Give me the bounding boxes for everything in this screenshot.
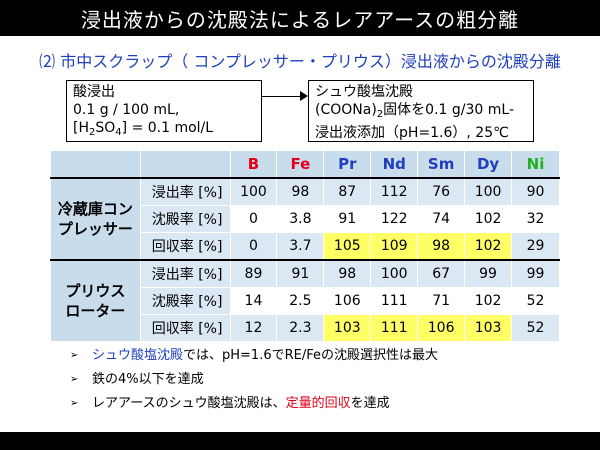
- table-cell: 32: [511, 205, 560, 233]
- table-cell: 103: [323, 314, 372, 342]
- table-corner: [50, 150, 141, 179]
- table-cell: 102: [464, 287, 513, 315]
- bullet1-text: では、pH=1.6でRE/Feの沈殿選択性は最大: [183, 348, 439, 363]
- table-cell: 100: [370, 259, 419, 288]
- table-cell: 98: [417, 232, 466, 261]
- row-label: 回収率 [%]: [139, 314, 231, 342]
- sample-group-label: プリウス ローター: [50, 259, 141, 342]
- row-label: 浸出率 [%]: [139, 259, 231, 288]
- sample-group-label: 冷蔵庫コン プレッサー: [50, 177, 141, 261]
- bullet-item: ➢ シュウ酸塩沈殿 では、pH=1.6でRE/Feの沈殿選択性は最大: [70, 344, 438, 368]
- footer-bar: [0, 432, 600, 450]
- table-cell: 103: [464, 314, 513, 342]
- precip-line1: シュウ酸塩沈殿: [315, 84, 413, 100]
- column-header: Ni: [511, 150, 560, 179]
- leaching-line2: 0.1 g / 100 mL,: [73, 102, 180, 118]
- summary-bullets: ➢ シュウ酸塩沈殿 では、pH=1.6でRE/Feの沈殿選択性は最大 ➢ 鉄の4%…: [70, 344, 438, 416]
- arrow-bullet-icon: ➢: [70, 398, 79, 409]
- table-cell: 112: [370, 177, 419, 206]
- arrow-bullet-icon: ➢: [70, 374, 79, 385]
- table-row: 回収率 [%] 12 2.3 103 111 106 103 52: [51, 314, 560, 342]
- bullet1-highlight: シュウ酸塩沈殿: [92, 348, 184, 363]
- table-cell: 99: [511, 259, 560, 288]
- bullet2-text: 鉄の4%以下を達成: [92, 372, 204, 387]
- bullet3-text-end: を達成: [350, 396, 390, 411]
- results-table: B Fe Pr Nd Sm Dy Ni 冷蔵庫コン プレッサー 浸出率 [%] 100 98 87 11…: [50, 150, 560, 342]
- table-cell: 100: [464, 177, 513, 206]
- process-arrow: [262, 96, 302, 97]
- table-cell: 99: [464, 259, 513, 288]
- table-cell: 29: [511, 232, 560, 261]
- table-cell: 90: [511, 177, 560, 206]
- table-cell: 3.7: [276, 232, 325, 261]
- table-header-row: B Fe Pr Nd Sm Dy Ni: [50, 150, 560, 179]
- table-cell: 52: [511, 314, 560, 342]
- page-title: 浸出液からの沈殿法によるレアアースの粗分離: [80, 7, 520, 32]
- table-cell: 105: [323, 232, 372, 261]
- row-label: 沈殿率 [%]: [139, 205, 231, 233]
- precip-line2: (COONa)2固体を0.1 g/30 mL-: [315, 102, 514, 120]
- title-bar: 浸出液からの沈殿法によるレアアースの粗分離: [0, 0, 600, 36]
- arrow-bullet-icon: ➢: [70, 350, 79, 361]
- process-arrow-head: [300, 91, 308, 101]
- table-cell: 122: [370, 205, 419, 233]
- column-header: Fe: [276, 150, 325, 179]
- table-cell: 111: [370, 314, 419, 342]
- table-cell: 109: [370, 232, 419, 261]
- row-label: 沈殿率 [%]: [139, 287, 231, 315]
- table-cell: 102: [464, 232, 513, 261]
- table-cell: 0: [229, 232, 278, 261]
- table-corner: [139, 150, 231, 179]
- column-header: Sm: [417, 150, 466, 179]
- row-label: 浸出率 [%]: [139, 177, 231, 206]
- table-cell: 12: [229, 314, 278, 342]
- column-header: Nd: [370, 150, 419, 179]
- table-cell: 98: [276, 177, 325, 206]
- leaching-line1: 酸浸出: [73, 84, 115, 100]
- table-row: 冷蔵庫コン プレッサー 浸出率 [%] 100 98 87 112 76 100 90: [50, 177, 560, 261]
- table-row: プリウス ローター 浸出率 [%] 89 91 98 100 67 99 99: [50, 259, 560, 342]
- table-cell: 106: [417, 314, 466, 342]
- subtitle: ⑵ 市中スクラップ（ コンプレッサー・プリウス）浸出液からの沈殿分離: [39, 52, 561, 71]
- precip-line3: 浸出液添加（pH=1.6）, 25℃: [315, 125, 509, 141]
- column-header: B: [229, 150, 278, 179]
- table-cell: 98: [323, 259, 372, 288]
- leaching-line3: [H2SO4] = 0.1 mol/L: [73, 120, 214, 138]
- table-cell: 74: [417, 205, 466, 233]
- table-cell: 91: [276, 259, 325, 288]
- bullet-item: ➢ 鉄の4%以下を達成: [70, 368, 438, 392]
- column-header: Pr: [323, 150, 372, 179]
- table-cell: 71: [417, 287, 466, 315]
- table-row: 沈殿率 [%] 14 2.5 106 111 71 102 52: [51, 287, 560, 315]
- table-cell: 111: [370, 287, 419, 315]
- table-cell: 91: [323, 205, 372, 233]
- table-cell: 87: [323, 177, 372, 206]
- table-cell: 2.5: [276, 287, 325, 315]
- table-cell: 89: [229, 259, 278, 288]
- table-cell: 14: [229, 287, 278, 315]
- bullet3-highlight: 定量的回収: [285, 396, 351, 411]
- table-cell: 0: [229, 205, 278, 233]
- table-cell: 100: [229, 177, 278, 206]
- table-cell: 102: [464, 205, 513, 233]
- precipitation-conditions-box: シュウ酸塩沈殿 (COONa)2固体を0.1 g/30 mL- 浸出液添加（pH…: [308, 80, 534, 142]
- table-cell: 3.8: [276, 205, 325, 233]
- table-cell: 52: [511, 287, 560, 315]
- leaching-conditions-box: 酸浸出 0.1 g / 100 mL, [H2SO4] = 0.1 mol/L: [66, 80, 262, 142]
- bullet3-text: レアアースのシュウ酸塩沈殿は、: [92, 396, 286, 411]
- bullet-item: ➢ レアアースのシュウ酸塩沈殿は、 定量的回収 を達成: [70, 392, 438, 416]
- table-cell: 106: [323, 287, 372, 315]
- table-cell: 76: [417, 177, 466, 206]
- column-header: Dy: [464, 150, 513, 179]
- row-label: 回収率 [%]: [139, 232, 231, 261]
- table-cell: 67: [417, 259, 466, 288]
- table-row: 沈殿率 [%] 0 3.8 91 122 74 102 32: [51, 205, 560, 233]
- table-cell: 2.3: [276, 314, 325, 342]
